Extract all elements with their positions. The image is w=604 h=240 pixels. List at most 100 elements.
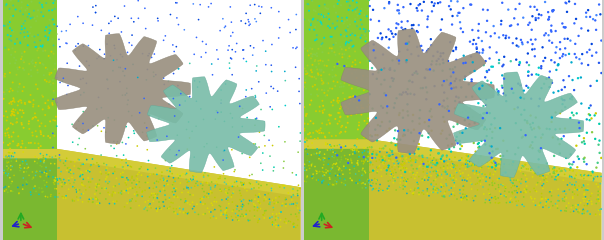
Point: [239, 214, 248, 218]
Point: [345, 39, 355, 42]
Point: [534, 16, 544, 20]
Point: [377, 147, 387, 150]
Point: [480, 139, 490, 143]
Point: [159, 204, 169, 208]
Point: [10, 100, 19, 104]
Point: [381, 158, 390, 162]
Point: [88, 23, 97, 27]
Point: [418, 189, 428, 192]
Point: [465, 164, 475, 168]
Point: [78, 128, 88, 132]
Point: [1, 134, 10, 138]
Point: [153, 16, 162, 20]
Point: [328, 103, 338, 107]
Point: [313, 130, 323, 134]
Point: [238, 48, 248, 52]
Point: [152, 173, 162, 176]
Point: [582, 50, 592, 54]
Point: [0, 90, 8, 94]
Point: [225, 61, 234, 65]
Point: [62, 29, 71, 33]
Point: [341, 76, 350, 80]
Point: [384, 179, 393, 183]
Point: [226, 215, 236, 218]
Point: [39, 134, 48, 138]
Point: [199, 190, 209, 193]
Point: [350, 17, 360, 21]
Point: [42, 180, 51, 184]
Point: [123, 178, 133, 182]
Point: [137, 165, 146, 169]
Point: [354, 155, 364, 159]
Point: [449, 178, 458, 182]
Point: [233, 204, 242, 208]
Point: [216, 189, 226, 193]
Point: [437, 83, 447, 87]
Point: [116, 191, 126, 195]
Point: [333, 19, 342, 23]
Point: [355, 12, 364, 16]
Point: [88, 197, 98, 201]
Point: [109, 118, 119, 122]
Point: [155, 188, 165, 192]
Point: [381, 35, 391, 39]
Point: [509, 178, 519, 182]
Point: [320, 36, 329, 40]
Point: [536, 13, 546, 17]
Point: [66, 170, 76, 174]
Point: [523, 52, 533, 55]
Point: [507, 180, 516, 184]
Point: [135, 111, 144, 115]
Point: [228, 185, 237, 188]
Point: [455, 78, 464, 82]
Point: [556, 169, 565, 173]
Point: [165, 148, 175, 152]
Point: [548, 171, 558, 175]
Point: [422, 168, 432, 172]
Point: [24, 12, 34, 16]
Point: [292, 45, 302, 49]
Point: [336, 158, 346, 162]
Point: [329, 4, 339, 8]
Point: [346, 147, 356, 151]
Point: [168, 43, 178, 47]
Point: [488, 150, 498, 153]
Point: [555, 127, 565, 131]
Point: [212, 48, 222, 52]
Point: [198, 180, 208, 184]
Point: [4, 166, 13, 170]
Point: [170, 154, 180, 158]
Point: [410, 177, 420, 180]
Point: [413, 9, 422, 13]
Point: [5, 71, 14, 75]
Point: [440, 195, 449, 199]
Point: [21, 180, 31, 183]
Point: [252, 205, 262, 209]
Point: [363, 77, 373, 81]
Point: [513, 187, 523, 191]
Point: [305, 103, 315, 107]
Point: [41, 157, 51, 161]
Point: [463, 164, 472, 168]
Point: [390, 168, 400, 171]
Point: [359, 88, 368, 92]
Point: [482, 84, 492, 88]
Point: [109, 185, 118, 189]
Point: [326, 169, 335, 173]
Point: [289, 225, 299, 229]
Point: [528, 121, 538, 125]
Point: [8, 108, 18, 111]
Point: [491, 197, 501, 200]
Point: [229, 190, 239, 194]
Point: [101, 168, 111, 172]
Point: [28, 175, 38, 179]
Point: [535, 149, 544, 153]
Point: [312, 147, 322, 151]
Point: [521, 191, 531, 194]
Point: [185, 136, 194, 140]
Point: [40, 183, 50, 187]
Point: [466, 3, 476, 6]
Point: [437, 155, 447, 158]
Point: [199, 195, 209, 199]
Point: [215, 176, 225, 180]
